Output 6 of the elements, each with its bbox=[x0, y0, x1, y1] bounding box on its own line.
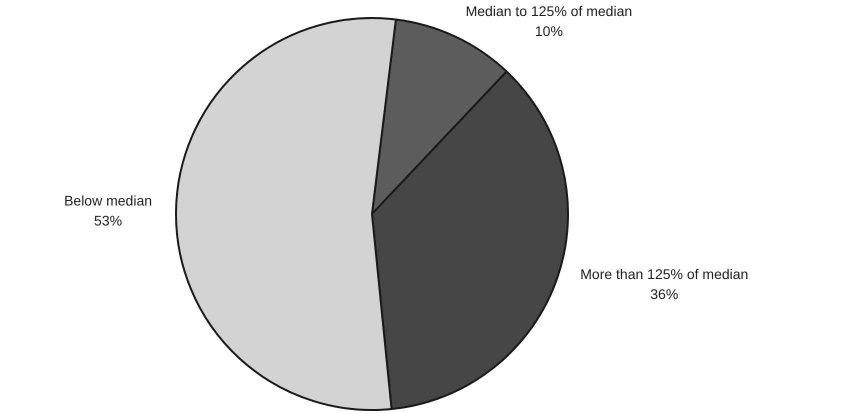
data-label: 53% bbox=[94, 212, 122, 228]
data-label: 36% bbox=[650, 286, 678, 302]
data-label: 10% bbox=[534, 22, 563, 39]
slice-label: Median to 125% of median bbox=[466, 2, 632, 19]
slice-label: More than 125% of median bbox=[580, 266, 748, 282]
slice-label: Below median bbox=[64, 192, 152, 208]
